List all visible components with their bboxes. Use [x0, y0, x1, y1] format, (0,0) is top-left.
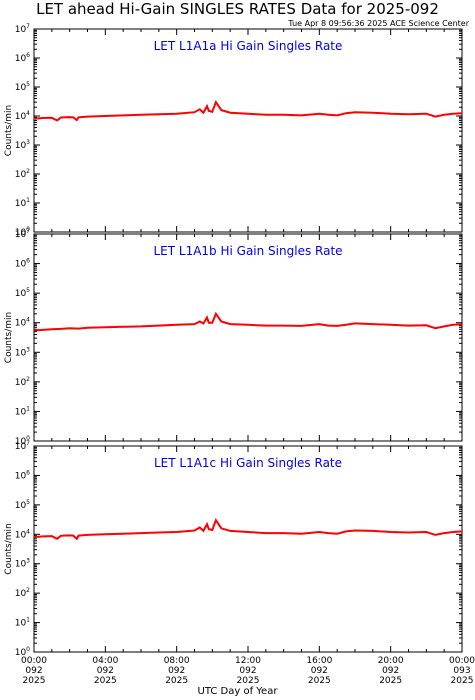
x-tick-label: 20:00	[378, 656, 404, 666]
y-tick-label: 101	[15, 197, 30, 209]
y-tick-label: 105	[15, 81, 30, 93]
y-tick-label: 101	[15, 405, 30, 417]
x-tick-label: 2025	[451, 676, 474, 686]
y-tick-label: 106	[15, 52, 30, 64]
plot-frame	[33, 233, 463, 442]
y-tick-label: 102	[15, 587, 30, 599]
x-tick-label: 092	[168, 666, 185, 676]
y-tick-label: 103	[15, 558, 30, 570]
y-tick-label: 104	[15, 317, 30, 329]
x-tick-label: 2025	[308, 676, 331, 686]
x-tick-label: 092	[239, 666, 256, 676]
y-tick-label: 107	[15, 440, 30, 452]
y-tick-label: 103	[15, 346, 30, 358]
x-tick-label: 092	[97, 666, 114, 676]
plot-frame	[33, 28, 463, 233]
x-axis-label: UTC Day of Year	[197, 686, 278, 697]
timestamp: Tue Apr 8 09:56:36 2025 ACE Science Cent…	[288, 19, 469, 28]
x-tick-label: 00:00	[21, 656, 47, 666]
x-tick-label: 2025	[379, 676, 402, 686]
series-line-1	[33, 100, 463, 122]
x-tick-label: 16:00	[306, 656, 332, 666]
y-tick-label: 106	[15, 469, 30, 481]
x-tick-label: 2025	[237, 676, 260, 686]
x-tick-label: 08:00	[164, 656, 190, 666]
y-tick-label: 104	[15, 528, 30, 540]
x-tick-label: 092	[25, 666, 42, 676]
x-tick-label: 2025	[94, 676, 117, 686]
plot-frame	[33, 445, 463, 653]
panel-title: LET L1A1c Hi Gain Singles Rate	[154, 456, 342, 470]
y-tick-label: 102	[15, 376, 30, 388]
y-tick-label: 103	[15, 139, 30, 151]
y-tick-label: 107	[15, 23, 30, 35]
x-tick-label: 00:00	[449, 656, 475, 666]
x-tick-label: 092	[311, 666, 328, 676]
y-axis-label: Counts/min	[4, 523, 14, 574]
page-title: LET ahead Hi-Gain SINGLES RATES Data for…	[36, 0, 439, 18]
y-axis-label: Counts/min	[4, 312, 14, 363]
x-tick-label: 093	[453, 666, 470, 676]
y-tick-label: 105	[15, 287, 30, 299]
x-tick-label: 2025	[23, 676, 46, 686]
y-tick-label: 102	[15, 168, 30, 180]
x-tick-label: 2025	[165, 676, 188, 686]
x-tick-label: 04:00	[92, 656, 118, 666]
series-line-1	[33, 518, 463, 541]
y-tick-label: 106	[15, 258, 30, 270]
y-tick-label: 107	[15, 228, 30, 240]
y-tick-label: 105	[15, 499, 30, 511]
y-tick-label: 104	[15, 110, 30, 122]
x-tick-label: 12:00	[235, 656, 261, 666]
panel-title: LET L1A1a Hi Gain Singles Rate	[154, 39, 343, 53]
series-line-1	[33, 311, 463, 332]
y-tick-label: 101	[15, 617, 30, 629]
x-tick-label: 092	[382, 666, 399, 676]
y-axis-label: Counts/min	[4, 105, 14, 156]
panel-title: LET L1A1b Hi Gain Singles Rate	[153, 244, 342, 258]
